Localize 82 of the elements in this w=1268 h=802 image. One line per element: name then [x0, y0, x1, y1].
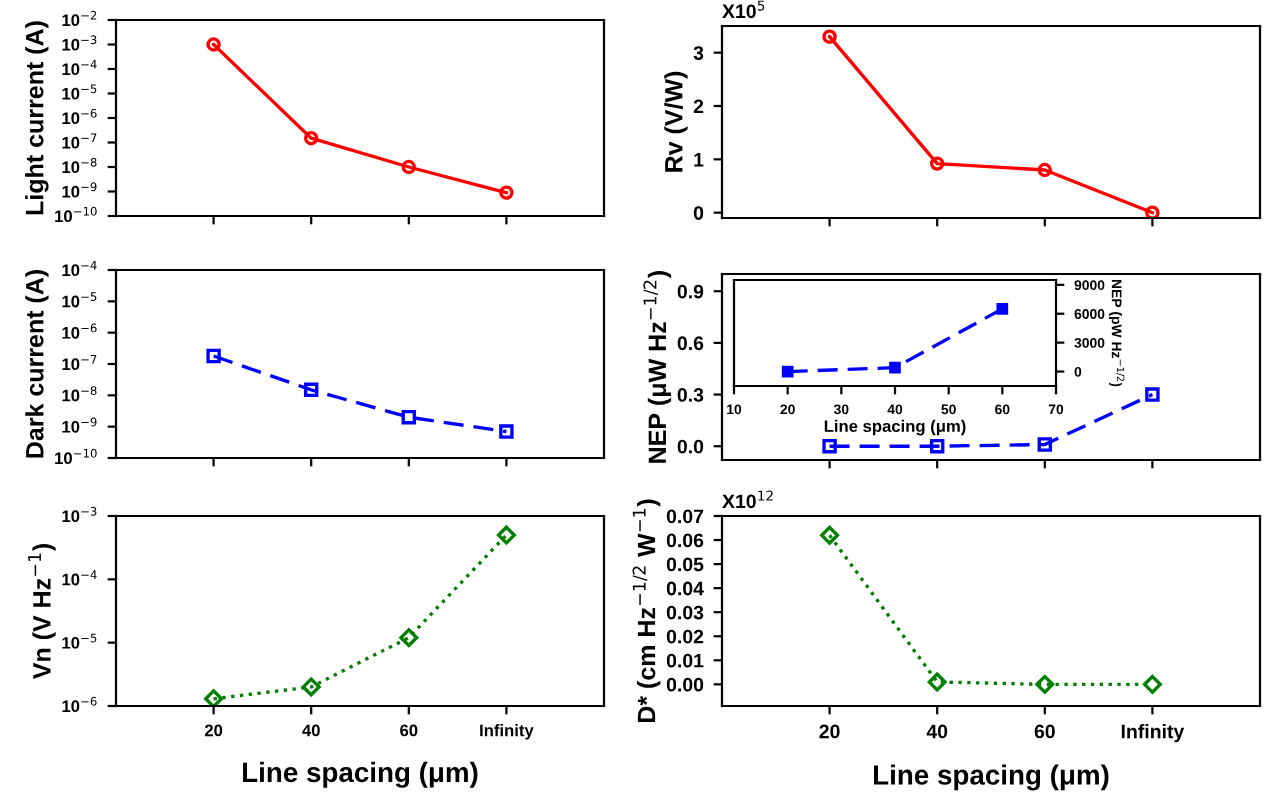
y-tick-label: 0.6 [677, 336, 704, 351]
y-tick-label: 0.02 [666, 629, 704, 644]
point [1145, 205, 1160, 218]
y-tick-label: 0.3 [677, 388, 704, 402]
point [929, 439, 945, 454]
y-tick-label: 0.06 [666, 533, 704, 548]
y-tick-label: 0.05 [666, 557, 704, 572]
y-tick-label: 0.00 [666, 677, 704, 692]
point [301, 677, 321, 697]
y-tick-label: 1 [694, 153, 704, 167]
y-tick-label: 0.9 [677, 284, 704, 299]
y-tick-label: 10$^{−8}$ [62, 386, 97, 402]
x-axis-title: Line spacing (μm) [874, 764, 1109, 791]
y-tick-label: 10$^{−7}$ [62, 355, 97, 371]
y-tick-label: 10$^{−5}$ [62, 633, 97, 649]
point [401, 159, 417, 175]
y-tick-label: 0.03 [666, 605, 704, 620]
y-axis-title: NEP (μW Hz$^{−1/2}$) [643, 271, 672, 463]
point [204, 689, 224, 706]
point [927, 672, 947, 692]
y-tick-label: 0 [693, 206, 704, 220]
point [820, 525, 840, 545]
point [206, 348, 221, 364]
point [1035, 674, 1055, 694]
point [303, 130, 319, 146]
x-axis-title: Line spacing (μm) [824, 419, 966, 436]
x-tick-label: 60 [1034, 724, 1055, 739]
y-tick-label: 10$^{−8}$ [62, 157, 97, 174]
point [822, 29, 837, 44]
y-axis-title: Vn (V Hz$^{−1}$) [28, 544, 56, 680]
point [303, 382, 319, 398]
y-tick-label: 0.07 [666, 509, 704, 524]
text: X10$^{5}$ [722, 0, 765, 19]
point [399, 628, 419, 648]
point [401, 410, 417, 425]
y-tick-label: 3 [693, 46, 704, 60]
y-tick-label: 10$^{−9}$ [62, 417, 97, 433]
y-tick-label: 0.0 [677, 439, 704, 454]
y-tick-label: 10$^{−3}$ [62, 506, 97, 523]
point [1037, 437, 1053, 452]
point [1145, 387, 1160, 402]
y-tick-label: 10$^{−2}$ [62, 10, 97, 27]
y-tick-label: 10$^{−9}$ [62, 182, 97, 198]
x-tick-label: 20 [204, 724, 223, 737]
point [781, 365, 794, 378]
point [496, 525, 516, 545]
y-tick-label: 10$^{−6}$ [62, 108, 97, 125]
point [206, 37, 221, 52]
point [1142, 674, 1162, 694]
x-tick-label: 60 [400, 724, 418, 737]
y-tick-label: 10$^{−3}$ [62, 35, 97, 51]
y-tick-label: 10$^{−7}$ [62, 133, 97, 149]
y-tick-label: 10$^{−5}$ [62, 84, 97, 100]
y-tick-label: 10$^{−4}$ [62, 261, 97, 277]
x-tick-label: 20 [819, 724, 840, 739]
point [822, 439, 837, 454]
point [1037, 162, 1053, 178]
point [889, 361, 901, 374]
y-axis-title: Rv (V/W) [664, 71, 688, 172]
y-tick-label: 0.04 [666, 581, 704, 596]
x-axis-title: Line spacing (μm) [243, 761, 478, 788]
point [499, 185, 514, 200]
y-axis-title: Dark current (A) [25, 270, 49, 458]
y-tick-label: 10$^{−10}$ [55, 448, 97, 465]
y-tick-label: 10$^{−4}$ [62, 570, 97, 586]
y-tick-label: 10$^{−4}$ [62, 60, 97, 76]
y-axis-title: Light current (A) [25, 21, 49, 215]
y-tick-label: 10$^{−10}$ [55, 206, 97, 223]
y-tick-label: 10$^{−6}$ [62, 323, 97, 339]
x-tick-label: Infinity [480, 724, 534, 740]
x-tick-label: 40 [926, 724, 948, 739]
y-tick-label: 0.01 [666, 653, 704, 668]
y-tick-label: 2 [693, 99, 704, 114]
y-tick-label: 10$^{−5}$ [62, 292, 97, 308]
x-tick-label: Infinity [1121, 724, 1185, 743]
y-tick-label: 10$^{−6}$ [62, 696, 97, 713]
text: X10$^{12}$ [722, 490, 773, 509]
point [996, 303, 1009, 315]
x-tick-label: 40 [302, 724, 320, 737]
y-axis-title: D* (cm Hz$^{−1/2}$ W$^{−1}$) [632, 499, 661, 723]
point [499, 424, 514, 439]
point [929, 156, 945, 171]
